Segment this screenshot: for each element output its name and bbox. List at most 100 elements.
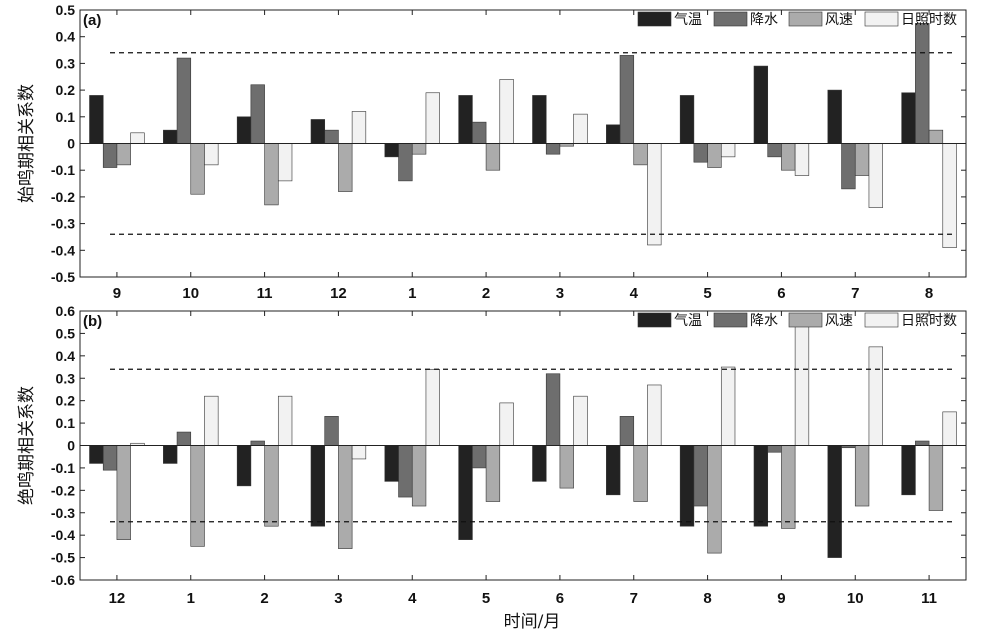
bar [472,445,487,469]
bar [928,445,944,511]
x-tick-label: 6 [556,590,564,607]
bar [236,116,252,144]
legend-label: 气温 [674,313,702,329]
y-tick-label: -0.4 [51,527,75,543]
bar [606,124,621,144]
bar [693,445,708,507]
legend: 气温 降水 风速 日照时数 [637,11,957,28]
bar [794,321,810,446]
bar [781,143,796,171]
x-axis-label: 时间/月 [504,612,561,632]
bar [619,55,635,144]
x-tick-label: 4 [630,285,639,302]
x-tick-label: 10 [847,590,864,607]
y-tick-label: 0.4 [56,348,76,364]
x-tick-label: 5 [703,285,711,302]
bar [841,143,856,190]
bar [767,445,782,453]
x-tick-label: 9 [777,590,785,607]
legend-swatch [864,11,899,27]
bar [647,143,662,246]
x-tick-label: 11 [921,590,937,607]
y-tick-label: 0.5 [56,325,76,341]
bar [116,445,131,540]
bar [176,431,192,446]
bar [753,65,769,144]
bar [458,445,473,540]
x-tick-label: 12 [330,285,347,302]
bar [310,445,326,527]
bar [573,395,588,446]
legend-label: 气温 [674,12,702,28]
bar [720,143,736,158]
bar [398,445,413,498]
bar [827,89,842,144]
bar [532,445,547,482]
bar [753,445,769,527]
legend: 气温 降水 风速 日照时数 [637,312,957,329]
y-tick-label: 0.3 [56,55,76,71]
legend-label: 降水 [750,313,778,329]
x-tick-label: 1 [408,285,416,302]
bar [472,121,487,144]
bar [351,111,367,144]
bar [707,445,722,554]
bar [781,445,796,529]
bar [532,95,547,144]
legend-swatch [713,312,748,328]
bar [942,411,957,446]
bar [102,143,118,168]
bar [647,384,662,446]
y-tick-label: -0.3 [51,216,75,232]
y-tick-label: 0 [67,438,75,454]
legend-label: 日照时数 [901,12,957,28]
legend-swatch [864,312,899,328]
bar [236,445,252,487]
bar [204,395,219,446]
bar [411,445,427,507]
bar [250,440,265,446]
bar [310,119,326,144]
legend-label: 降水 [750,12,778,28]
x-tick-label: 2 [260,590,268,607]
x-tick-label: 2 [482,285,490,302]
bar [679,95,695,144]
bar [163,129,178,144]
x-tick-label: 3 [334,590,342,607]
y-axis-label: 始鸣期相关系数 [17,84,37,203]
bar [89,95,104,144]
y-tick-label: 0 [67,136,75,152]
bar [633,143,648,166]
y-tick-label: -0.2 [51,189,75,205]
bar [190,143,205,195]
y-axis-label: 绝鸣期相关系数 [17,386,37,505]
bar [204,143,219,166]
y-tick-label: -0.1 [51,460,75,476]
x-tick-label: 8 [703,590,711,607]
bar [942,143,957,248]
bar [915,440,930,446]
bar [633,445,648,502]
legend-label: 风速 [825,12,853,28]
y-tick-label: -0.1 [51,162,75,178]
bar [619,416,635,446]
bar [573,113,588,144]
bar [338,445,353,549]
bar [854,445,870,507]
panel-a: -0.5 -0.4 -0.3 -0.2 -0.1 0 0.1 0.2 0.3 0.4 0.5 9 10 1… [17,2,967,302]
panel-label: (a) [83,12,101,29]
bar [384,445,399,482]
x-tick-label: 10 [182,285,199,302]
y-tick-label: -0.5 [51,550,75,566]
bar [559,445,574,489]
bar [89,445,104,464]
bar [499,79,514,144]
bar [606,445,621,496]
bar [130,132,145,144]
bar [116,143,131,166]
bar [915,23,930,144]
y-tick-label: 0.1 [56,415,76,431]
bar [794,143,810,176]
legend-swatch [788,11,823,27]
